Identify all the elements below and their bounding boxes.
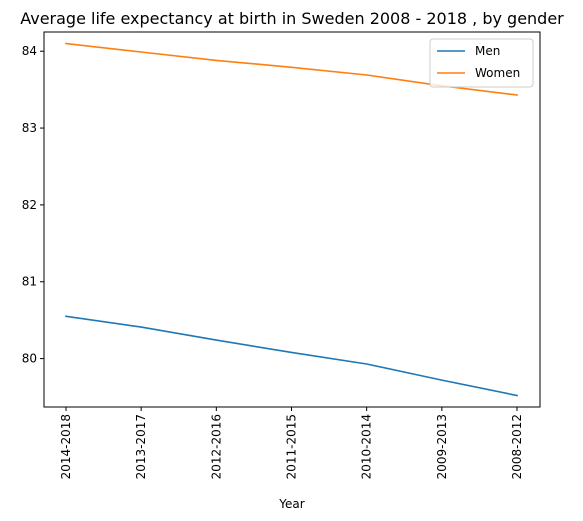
x-tick-label: 2014-2018	[59, 414, 73, 479]
y-tick-label: 82	[22, 198, 37, 212]
y-tick-label: 83	[22, 121, 37, 135]
y-axis: 80 81 82 83 84	[22, 44, 44, 366]
y-tick-label: 84	[22, 44, 37, 58]
legend-label-men: Men	[475, 44, 500, 58]
x-tick-label: 2011-2015	[285, 414, 299, 479]
y-tick-label: 81	[22, 275, 37, 289]
x-axis-label: Year	[278, 497, 304, 511]
chart-title: Average life expectancy at birth in Swed…	[20, 9, 564, 28]
series-line-men	[65, 315, 518, 397]
x-axis: 2014-2018 2013-2017 2012-2016 2011-2015 2010…	[59, 407, 524, 479]
x-tick-label: 2013-2017	[134, 414, 148, 479]
x-tick-label: 2010-2014	[360, 414, 374, 479]
x-tick-label: 2009-2013	[435, 414, 449, 479]
series-layer	[65, 42, 518, 397]
x-tick-label: 2008-2012	[510, 414, 524, 479]
legend: Men Women	[429, 38, 534, 88]
legend-label-women: Women	[475, 66, 520, 80]
y-tick-label: 80	[22, 352, 37, 366]
x-tick-label: 2012-2016	[209, 414, 223, 479]
